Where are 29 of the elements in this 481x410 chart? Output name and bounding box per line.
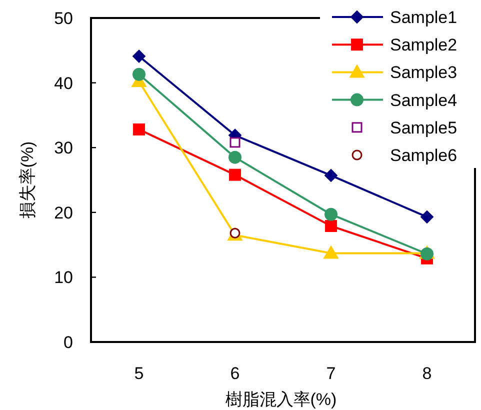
y-tick-label: 20 <box>54 203 73 222</box>
legend-label: Sample4 <box>390 90 458 110</box>
legend-label: Sample3 <box>390 63 458 82</box>
legend-label: Sample2 <box>390 36 458 55</box>
x-axis-title: 樹脂混入率(%) <box>225 390 337 409</box>
y-axis-title: 損失率(%) <box>18 141 37 219</box>
point <box>133 123 145 136</box>
y-tick-label: 10 <box>54 268 73 288</box>
y-tick-label: 40 <box>54 74 73 93</box>
y-tick-label: 30 <box>54 138 73 158</box>
point <box>324 168 338 182</box>
point <box>420 210 434 224</box>
legend-label: Sample5 <box>390 118 458 138</box>
point <box>229 168 241 181</box>
legend-label: Sample6 <box>390 146 458 165</box>
point <box>132 50 146 63</box>
x-tick-label: 7 <box>326 364 336 383</box>
legend-label: Sample1 <box>390 8 458 27</box>
point <box>324 246 338 259</box>
point <box>228 150 242 164</box>
y-tick-label: 50 <box>54 9 73 28</box>
x-tick-label: 6 <box>230 364 240 383</box>
y-tick-label: 0 <box>64 333 73 352</box>
x-tick-label: 8 <box>422 364 432 383</box>
point <box>325 220 337 232</box>
point <box>324 208 338 221</box>
point <box>132 68 146 81</box>
point <box>230 137 240 148</box>
x-tick-label: 5 <box>134 364 144 383</box>
